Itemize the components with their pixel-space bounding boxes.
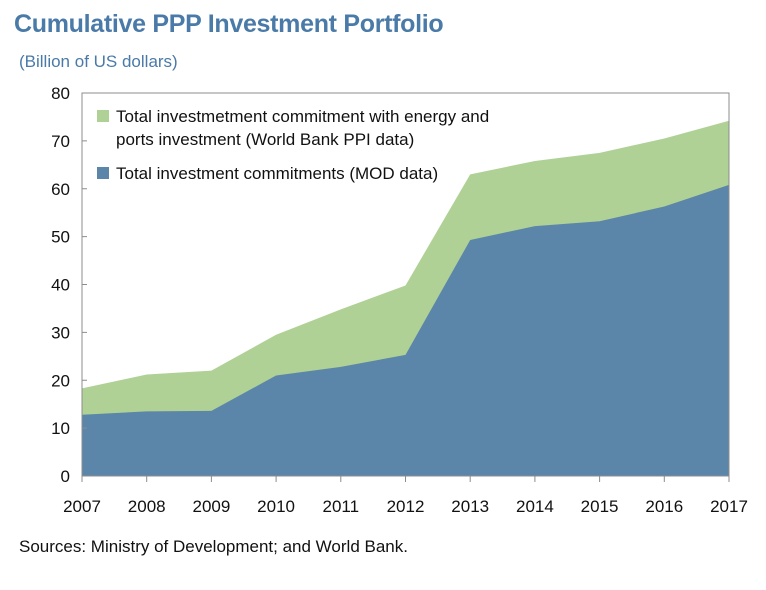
- legend-mod: Total investment commitments (MOD data): [97, 164, 438, 183]
- y-tick-label: 80: [51, 84, 70, 103]
- y-tick-label: 20: [51, 371, 70, 390]
- y-tick-label: 60: [51, 180, 70, 199]
- x-tick-label: 2012: [387, 497, 425, 516]
- y-tick-label: 10: [51, 419, 70, 438]
- x-tick-label: 2011: [323, 497, 360, 516]
- legend-label: Total investment commitments (MOD data): [116, 164, 438, 183]
- legend-swatch: [97, 167, 109, 179]
- x-tick-label: 2016: [645, 497, 683, 516]
- chart-title: Cumulative PPP Investment Portfolio: [14, 10, 444, 38]
- x-tick-label: 2009: [192, 497, 230, 516]
- x-tick-label: 2008: [128, 497, 166, 516]
- y-tick-label: 40: [51, 276, 70, 295]
- x-tick-label: 2013: [451, 497, 489, 516]
- x-tick-label: 2007: [63, 497, 101, 516]
- y-tick-label: 70: [51, 132, 70, 151]
- y-tick-label: 30: [51, 323, 70, 342]
- source-note: Sources: Ministry of Development; and Wo…: [19, 537, 408, 556]
- legend-label: Total investmetment commitment with ener…: [116, 107, 489, 126]
- y-tick-label: 50: [51, 228, 70, 247]
- legend-swatch: [97, 110, 109, 122]
- y-tick-label: 0: [61, 467, 70, 486]
- chart-subtitle: (Billion of US dollars): [19, 52, 178, 71]
- mod-area: [82, 184, 729, 477]
- x-tick-label: 2010: [257, 497, 295, 516]
- x-tick-label: 2015: [581, 497, 619, 516]
- x-tick-label: 2017: [710, 497, 748, 516]
- legend-label: ports investment (World Bank PPI data): [116, 130, 414, 149]
- legend-energy-ports: Total investmetment commitment with ener…: [97, 107, 489, 149]
- x-tick-label: 2014: [516, 497, 554, 516]
